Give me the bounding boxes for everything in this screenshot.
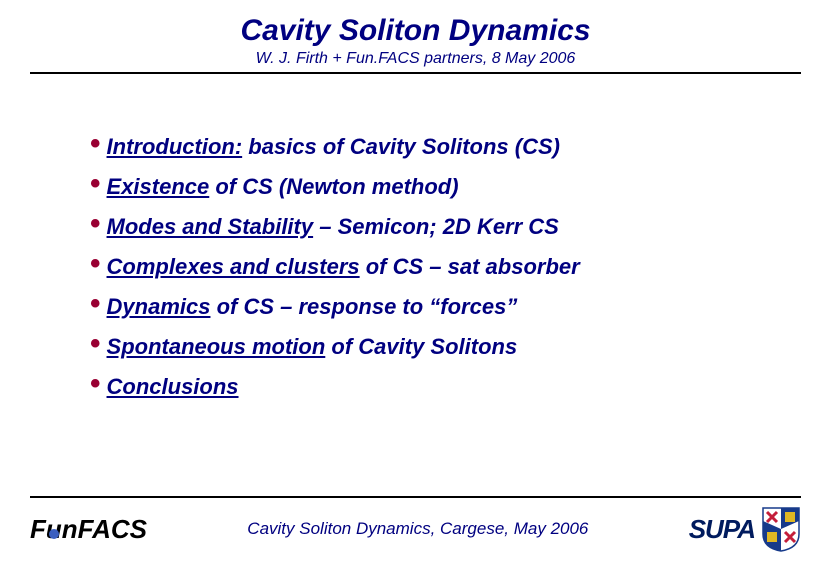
dot-icon <box>49 529 59 539</box>
supa-logo: SUPA <box>689 514 755 545</box>
slide-title: Cavity Soliton Dynamics <box>0 14 831 48</box>
logo-text: u <box>46 514 62 545</box>
logo-text: F <box>30 514 46 545</box>
footer-caption: Cavity Soliton Dynamics, Cargese, May 20… <box>147 519 689 539</box>
list-item: • Conclusions <box>90 374 771 400</box>
bullet-text: Modes and Stability – Semicon; 2D Kerr C… <box>107 214 559 240</box>
bullet-text: Dynamics of CS – response to “forces” <box>107 294 518 320</box>
slide-footer: FunFACS Cavity Soliton Dynamics, Cargese… <box>0 496 831 576</box>
bullet-text: Conclusions <box>107 374 239 400</box>
bullet-text: Introduction: basics of Cavity Solitons … <box>107 134 560 160</box>
footer-row: FunFACS Cavity Soliton Dynamics, Cargese… <box>0 498 831 552</box>
supa-logo-group: SUPA <box>689 506 801 552</box>
slide-subtitle: W. J. Firth + Fun.FACS partners, 8 May 2… <box>0 50 831 68</box>
bullet-icon: • <box>90 254 101 274</box>
list-item: • Spontaneous motion of Cavity Solitons <box>90 334 771 360</box>
bullet-icon: • <box>90 294 101 314</box>
bullet-icon: • <box>90 334 101 354</box>
bullet-icon: • <box>90 214 101 234</box>
slide-header: Cavity Soliton Dynamics W. J. Firth + Fu… <box>0 0 831 68</box>
shield-icon <box>761 506 801 552</box>
bullet-icon: • <box>90 174 101 194</box>
list-item: • Dynamics of CS – response to “forces” <box>90 294 771 320</box>
list-item: • Modes and Stability – Semicon; 2D Kerr… <box>90 214 771 240</box>
list-item: • Existence of CS (Newton method) <box>90 174 771 200</box>
bullet-text: Spontaneous motion of Cavity Solitons <box>107 334 518 360</box>
funfacs-logo: FunFACS <box>30 514 147 545</box>
bullet-text: Existence of CS (Newton method) <box>107 174 459 200</box>
logo-text: nFACS <box>62 514 147 545</box>
list-item: • Introduction: basics of Cavity Soliton… <box>90 134 771 160</box>
bullet-icon: • <box>90 134 101 154</box>
list-item: • Complexes and clusters of CS – sat abs… <box>90 254 771 280</box>
bullet-text: Complexes and clusters of CS – sat absor… <box>107 254 580 280</box>
bullet-icon: • <box>90 374 101 394</box>
bullet-list: • Introduction: basics of Cavity Soliton… <box>0 74 831 400</box>
